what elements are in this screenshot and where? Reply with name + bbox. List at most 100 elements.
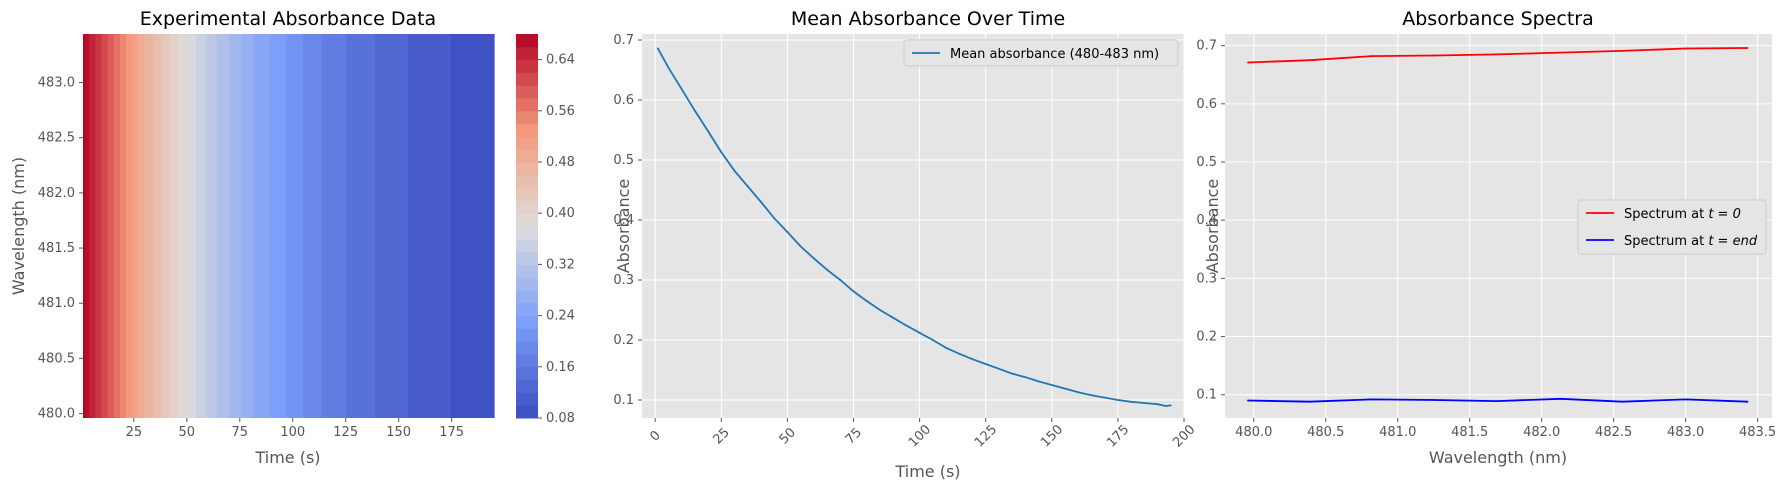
heatmap-cell xyxy=(278,34,281,418)
heatmap-xtick-label: 125 xyxy=(333,425,358,440)
heatmap-cell xyxy=(288,34,292,418)
mean-absorbance-data-point xyxy=(733,169,736,172)
heatmap-cell xyxy=(436,34,440,418)
mean-absorbance-data-point xyxy=(1050,384,1053,386)
heatmap-cell xyxy=(255,34,259,418)
spectrum-tend-data-point xyxy=(1621,400,1624,403)
colorbar-band xyxy=(516,366,538,381)
colorbar-band xyxy=(516,341,538,355)
spectrum-tend-data-point xyxy=(1559,397,1562,400)
heatmap-cell xyxy=(159,34,162,418)
heatmap-cell xyxy=(138,34,142,418)
mean-absorbance-data-point xyxy=(657,47,659,50)
heatmap-cell xyxy=(479,34,483,418)
mean-absorbance-points xyxy=(657,47,1172,407)
heatmap-cell xyxy=(473,34,477,418)
mean-absorbance-ytick-label: 0.4 xyxy=(613,213,634,228)
mean-absorbance-data-point xyxy=(1130,400,1132,403)
mean-absorbance-ytick-label: 0.2 xyxy=(613,333,634,348)
heatmap-cell xyxy=(230,34,234,418)
heatmap-cell xyxy=(356,34,359,418)
heatmap-cell xyxy=(407,34,411,418)
heatmap-y-ticks: 480.0 480.5 481.0 481.5 482.0 482.5 483.0 xyxy=(38,76,83,422)
heatmap-cell xyxy=(469,34,472,418)
mean-absorbance-data-point xyxy=(984,363,987,365)
colorbar-band xyxy=(516,46,538,61)
heatmap-cell xyxy=(434,34,438,418)
heatmap-cell xyxy=(83,34,86,418)
heatmap-cell xyxy=(187,34,191,418)
heatmap-cell xyxy=(327,34,331,418)
heatmap-cell xyxy=(247,34,251,418)
heatmap-cell xyxy=(257,34,261,418)
heatmap-cell xyxy=(132,34,135,418)
mean-absorbance-xtick-label: 0 xyxy=(647,428,663,444)
heatmap-cell xyxy=(142,34,146,418)
heatmap-cell xyxy=(117,34,121,418)
heatmap-cell xyxy=(325,34,329,418)
heatmap-cell xyxy=(193,34,197,418)
heatmap-cell xyxy=(362,34,366,418)
heatmap-cell xyxy=(265,34,269,418)
heatmap-cell xyxy=(233,34,236,418)
heatmap-cell xyxy=(403,34,407,418)
colorbar-band xyxy=(516,354,538,368)
heatmap-xtick-label: 100 xyxy=(280,425,305,440)
heatmap-cell xyxy=(376,34,380,418)
mean-absorbance-y-ticks: 0.1 0.2 0.3 0.4 0.5 0.6 0.7 xyxy=(613,33,642,408)
spectrum-t0-data-point xyxy=(1370,55,1373,57)
colorbar-band xyxy=(516,72,538,86)
heatmap-cell xyxy=(335,34,339,418)
heatmap-cell xyxy=(298,34,302,418)
heatmap-cell xyxy=(315,34,318,418)
spectrum-tend-data-point xyxy=(1746,400,1749,403)
heatmap-cell xyxy=(93,34,96,418)
heatmap-x-ticks: 25 50 75 100 125 150 175 xyxy=(126,418,464,440)
colorbar-tick-label: 0.64 xyxy=(546,53,575,68)
mean-absorbance-data-point xyxy=(1156,403,1159,406)
heatmap-cell xyxy=(374,34,378,418)
mean-absorbance-title: Mean Absorbance Over Time xyxy=(791,8,1065,30)
heatmap-cell xyxy=(360,34,364,418)
heatmap-cell xyxy=(140,34,144,418)
colorbar-tick-label: 0.48 xyxy=(546,155,575,170)
mean-absorbance-xtick-label: 25 xyxy=(711,425,733,447)
heatmap-cell xyxy=(309,34,312,418)
colorbar-band xyxy=(516,315,538,329)
mean-absorbance-data-point xyxy=(892,316,895,319)
heatmap-cell xyxy=(401,34,405,418)
colorbar-band xyxy=(516,405,538,419)
mean-absorbance-data-point xyxy=(918,331,921,334)
heatmap-cell xyxy=(354,34,357,418)
mean-absorbance-data-point xyxy=(826,268,828,271)
heatmap-cell xyxy=(245,34,248,418)
mean-absorbance-data-point xyxy=(1164,405,1167,407)
mean-absorbance-ytick-label: 0.1 xyxy=(613,393,634,408)
heatmap-cell xyxy=(235,34,238,418)
mean-absorbance-data-point xyxy=(879,309,881,311)
heatmap-cell xyxy=(161,34,164,418)
heatmap-ytick-label: 480.5 xyxy=(38,351,75,366)
colorbar-band xyxy=(516,59,538,73)
spectrum-tend-data-point xyxy=(1434,399,1437,401)
heatmap-cell xyxy=(399,34,403,418)
spectra-ytick-label: 0.1 xyxy=(1196,388,1217,403)
heatmap-cell xyxy=(185,34,189,418)
colorbar-tick-label: 0.40 xyxy=(546,206,575,221)
colorbar: 0.08 0.16 0.24 0.32 0.40 0.48 0.56 0.64 xyxy=(516,34,575,426)
heatmap-cell xyxy=(126,34,129,418)
heatmap-cell xyxy=(440,34,444,418)
heatmap-cell xyxy=(196,34,199,418)
mean-absorbance-grid xyxy=(642,34,1185,418)
heatmap-xtick-label: 50 xyxy=(179,425,196,440)
spectrum-tend-data-point xyxy=(1370,398,1373,401)
spectra-xtick-label: 481.5 xyxy=(1451,425,1488,440)
mean-absorbance-data-point xyxy=(799,245,802,248)
heatmap-cell xyxy=(387,34,390,418)
spectra-panel: Absorbance Spectra 480.0 480.5 481.0 481.5 4… xyxy=(1196,8,1776,467)
mean-absorbance-data-point xyxy=(1169,404,1172,407)
spectrum-t0-data-point xyxy=(1621,50,1624,52)
heatmap-cell xyxy=(307,34,310,418)
heatmap-cell xyxy=(202,34,205,418)
